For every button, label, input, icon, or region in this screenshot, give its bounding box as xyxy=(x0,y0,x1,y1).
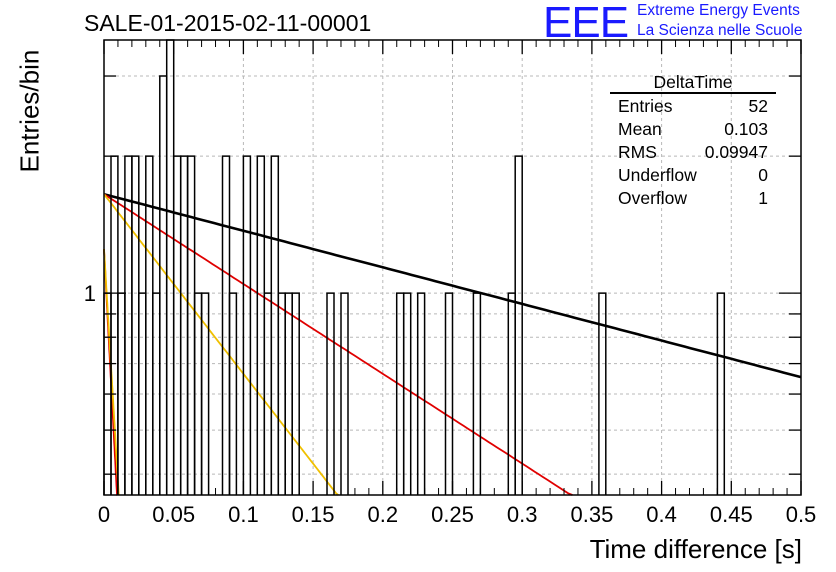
x-axis-label: Time difference [s] xyxy=(589,534,802,564)
x-tick-label: 0.3 xyxy=(507,502,538,527)
stats-row-rms: RMS 0.09947 xyxy=(610,141,776,164)
histogram-bar xyxy=(242,155,252,495)
histogram-bar xyxy=(598,292,607,495)
logo-line-1: Extreme Energy Events xyxy=(637,2,800,19)
histogram-bars xyxy=(103,39,726,495)
stats-row-underflow: Underflow 0 xyxy=(610,164,776,187)
x-tick-label: 0.35 xyxy=(570,502,613,527)
histogram-bar xyxy=(416,292,426,495)
stats-label: Mean xyxy=(618,119,662,139)
histogram-bar xyxy=(131,155,140,495)
histogram-bar xyxy=(165,39,175,495)
stats-divider xyxy=(610,92,776,94)
x-tick-label: 0.2 xyxy=(368,502,399,527)
x-tick-label: 0.1 xyxy=(228,502,259,527)
histogram-bar xyxy=(340,292,349,495)
histogram-bar xyxy=(221,155,231,495)
histogram-bar xyxy=(270,155,280,495)
stats-value: 1 xyxy=(758,188,768,208)
x-tick-label: 0.05 xyxy=(152,502,195,527)
histogram-bar xyxy=(326,292,335,495)
histogram-bar xyxy=(172,155,182,495)
histogram-bar xyxy=(444,292,454,495)
histogram-bar xyxy=(472,292,482,495)
fit-curve xyxy=(103,193,573,496)
stats-row-entries: Entries 52 xyxy=(610,95,776,118)
x-tick-label: 0.15 xyxy=(292,502,335,527)
page-title: SALE-01-2015-02-11-00001 xyxy=(84,10,372,36)
stats-value: 0.09947 xyxy=(704,142,768,162)
stats-value: 0 xyxy=(758,165,768,185)
stats-label: RMS xyxy=(618,142,657,162)
stats-label: Overflow xyxy=(618,188,688,208)
stats-label: Underflow xyxy=(618,165,697,185)
histogram-bar xyxy=(514,155,523,495)
stats-value: 52 xyxy=(748,96,768,116)
eee-logo: EEE xyxy=(543,0,629,47)
stats-value: 0.103 xyxy=(724,119,768,139)
y-tick-label: 1 xyxy=(84,281,96,306)
x-tick-label: 0.25 xyxy=(431,502,474,527)
x-tick-label: 0.45 xyxy=(710,502,753,527)
stats-box: DeltaTime Entries 52 Mean 0.103 RMS 0.09… xyxy=(610,72,776,210)
y-axis-label: Entries/bin xyxy=(14,49,45,173)
histogram-bar xyxy=(159,75,168,495)
x-tick-label: 0.4 xyxy=(646,502,677,527)
stats-label: Entries xyxy=(618,96,673,116)
stats-row-mean: Mean 0.103 xyxy=(610,118,776,141)
stats-title: DeltaTime xyxy=(653,72,733,92)
histogram-bar xyxy=(716,292,726,495)
histogram-bar xyxy=(402,292,412,495)
x-tick-label: 0 xyxy=(98,502,110,527)
histogram-bar xyxy=(228,292,238,495)
histogram-bar xyxy=(291,292,300,495)
axes: 0 0.05 0.1 0.15 0.2 0.25 0.3 0.35 0.4 0.45 0.5 1 xyxy=(84,39,817,527)
histogram-bar xyxy=(256,155,266,495)
stats-row-overflow: Overflow 1 xyxy=(610,187,776,210)
x-tick-label: 0.5 xyxy=(786,502,817,527)
histogram-bar xyxy=(124,155,133,495)
logo-line-2: La Scienza nelle Scuole xyxy=(637,22,803,39)
fit-curve xyxy=(103,192,802,379)
histogram-bar xyxy=(200,292,210,495)
histogram-bar xyxy=(186,155,196,495)
histogram-bar xyxy=(179,155,189,495)
